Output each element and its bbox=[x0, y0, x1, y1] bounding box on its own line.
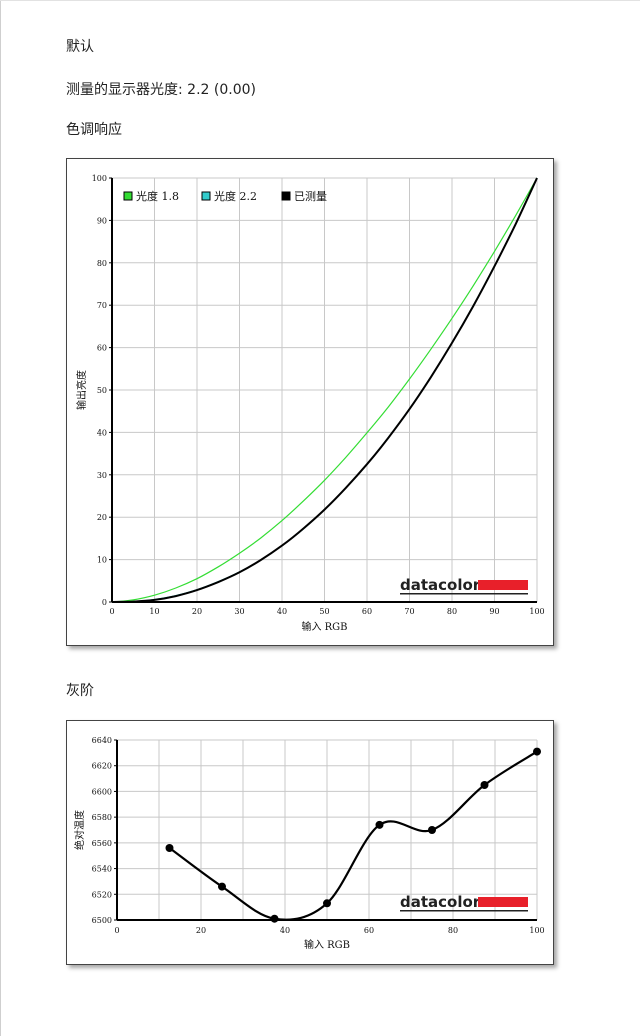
data-point bbox=[428, 826, 436, 834]
legend-label: 已测量 bbox=[294, 190, 327, 203]
x-tick-label: 40 bbox=[277, 607, 287, 616]
y-tick-label: 80 bbox=[97, 259, 107, 268]
x-tick-label: 80 bbox=[448, 926, 458, 935]
section-title-grayscale: 灰阶 bbox=[66, 683, 94, 699]
x-tick-label: 0 bbox=[114, 926, 119, 935]
top-border bbox=[0, 0, 640, 1]
datacolor-underline bbox=[400, 910, 528, 912]
legend-label: 光度 1.8 bbox=[136, 189, 179, 203]
x-tick-label: 50 bbox=[319, 607, 329, 616]
data-point bbox=[323, 899, 331, 908]
data-point bbox=[270, 914, 279, 923]
y-tick-label: 6580 bbox=[92, 813, 112, 822]
series-line bbox=[111, 177, 538, 603]
measured-gamma-label: 测量的显示器光度: bbox=[66, 82, 183, 98]
datacolor-logo-text: datacolor bbox=[400, 893, 481, 911]
legend-swatch bbox=[281, 191, 291, 201]
y-tick-label: 60 bbox=[97, 344, 107, 353]
y-tick-label: 50 bbox=[97, 386, 107, 395]
x-tick-label: 30 bbox=[234, 607, 244, 616]
section-title-default: 默认 bbox=[66, 39, 94, 55]
datacolor-red-bar bbox=[478, 897, 528, 907]
y-tick-label: 6520 bbox=[92, 890, 112, 899]
y-tick-label: 20 bbox=[97, 513, 107, 522]
section-title-tone-response: 色调响应 bbox=[66, 122, 122, 138]
data-point bbox=[375, 820, 384, 829]
data-point bbox=[533, 747, 541, 756]
y-tick-label: 40 bbox=[97, 428, 107, 437]
datacolor-red-bar bbox=[478, 580, 528, 590]
x-tick-label: 60 bbox=[364, 926, 374, 935]
legend-swatch bbox=[123, 191, 133, 201]
measured-gamma-line: 测量的显示器光度: 2.2 (0.00) bbox=[66, 79, 256, 99]
y-tick-label: 10 bbox=[97, 556, 107, 565]
datacolor-logo: datacolor bbox=[400, 576, 528, 595]
y-tick-label: 30 bbox=[97, 471, 107, 480]
data-point bbox=[165, 844, 174, 852]
y-tick-label: 6540 bbox=[92, 865, 112, 874]
tone-response-chart: 0 10 20 30 40 50 60 70 80 90 100 0 10 20 30 40 50 60 70 80 9… bbox=[75, 174, 545, 633]
x-tick-label: 60 bbox=[362, 607, 372, 616]
x-tick-label: 10 bbox=[149, 607, 159, 616]
x-tick-label: 100 bbox=[529, 926, 544, 935]
left-border bbox=[0, 0, 1, 1036]
x-axis-label: 输入 RGB bbox=[301, 620, 347, 633]
data-point bbox=[480, 781, 489, 789]
datacolor-logo: datacolor bbox=[400, 893, 528, 912]
legend-label: 光度 2.2 bbox=[214, 189, 257, 203]
y-tick-label: 0 bbox=[102, 598, 107, 607]
x-tick-label: 100 bbox=[529, 607, 544, 616]
y-tick-label: 6560 bbox=[92, 839, 112, 848]
y-tick-label: 70 bbox=[97, 301, 107, 310]
y-axis-label: 输出亮度 bbox=[75, 370, 88, 410]
y-tick-label: 6640 bbox=[92, 736, 112, 745]
datacolor-logo-text: datacolor bbox=[400, 576, 481, 594]
x-tick-label: 0 bbox=[109, 607, 114, 616]
y-tick-label: 6600 bbox=[92, 787, 112, 796]
x-tick-label: 20 bbox=[196, 926, 206, 935]
data-point bbox=[218, 882, 226, 891]
y-tick-label: 6500 bbox=[92, 916, 112, 925]
measured-gamma-value: 2.2 (0.00) bbox=[187, 82, 256, 98]
x-tick-label: 80 bbox=[447, 607, 457, 616]
x-tick-label: 20 bbox=[192, 607, 202, 616]
x-tick-label: 40 bbox=[280, 926, 290, 935]
x-tick-label: 70 bbox=[404, 607, 414, 616]
y-tick-label: 100 bbox=[92, 174, 107, 183]
y-tick-label: 90 bbox=[97, 216, 107, 225]
y-tick-label: 6620 bbox=[92, 762, 112, 771]
x-tick-label: 90 bbox=[489, 607, 499, 616]
tone-response-chart-panel: 0 10 20 30 40 50 60 70 80 90 100 0 10 20 30 40 50 60 70 80 9… bbox=[66, 158, 554, 646]
legend-swatch bbox=[201, 191, 211, 201]
series-line bbox=[168, 750, 538, 921]
grayscale-chart-panel: 0 20 40 60 80 100 6500 6520 6540 6560 6580 6600 6620… bbox=[66, 720, 554, 965]
grayscale-temperature-chart: 0 20 40 60 80 100 6500 6520 6540 6560 6580 6600 6620… bbox=[73, 736, 545, 951]
y-axis-label: 绝对温度 bbox=[73, 810, 86, 850]
datacolor-underline bbox=[400, 593, 528, 595]
x-axis-label: 输入 RGB bbox=[304, 938, 350, 951]
series-line bbox=[111, 177, 538, 603]
